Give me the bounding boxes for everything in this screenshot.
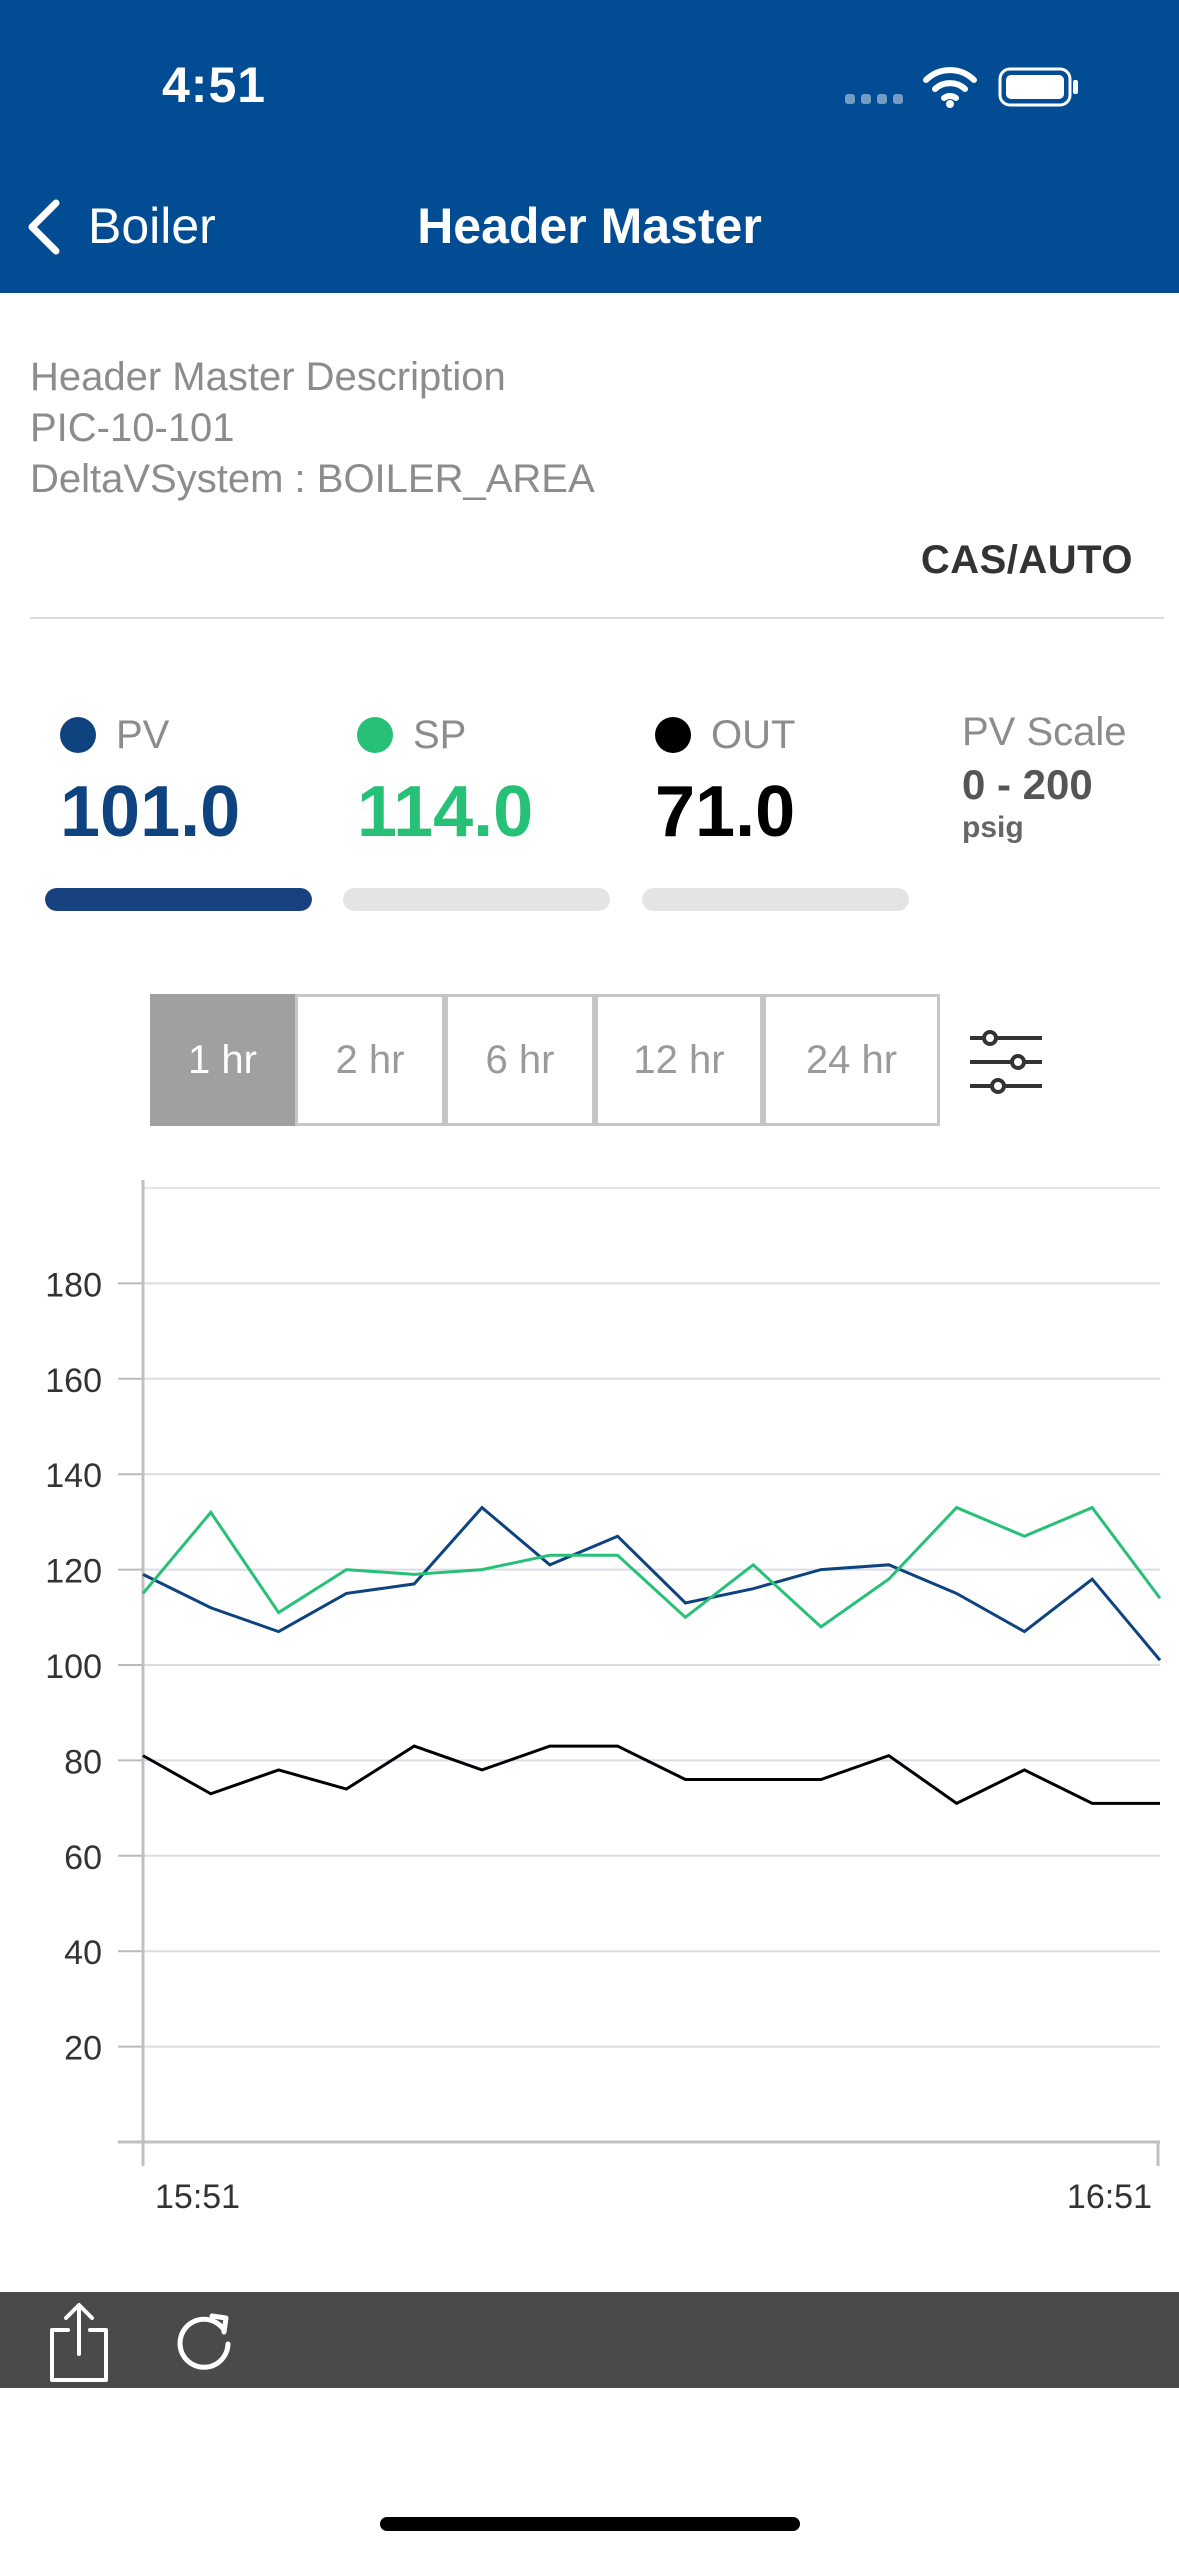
pv-label: PV: [116, 712, 170, 757]
pv-scale-range: 0 - 200: [962, 761, 1093, 808]
bottom-toolbar: [0, 2292, 1179, 2388]
page-title: Header Master: [417, 198, 762, 254]
out-dot-icon: [655, 717, 691, 753]
sp-label: SP: [413, 712, 467, 757]
divider: [30, 617, 1164, 619]
pv-dot-icon: [60, 717, 96, 753]
pv-scale-unit: psig: [962, 811, 1024, 844]
y-tick-label: 40: [64, 1934, 102, 1972]
pv-scale: PV Scale 0 - 200 psig: [962, 710, 1127, 845]
refresh-icon[interactable]: [172, 2308, 236, 2372]
chevron-left-icon[interactable]: [24, 197, 64, 257]
range-12hr-button[interactable]: 12 hr: [595, 994, 763, 1126]
out-label: OUT: [711, 712, 796, 757]
module-tag: PIC-10-101: [30, 406, 235, 450]
out-value: 71.0: [655, 772, 796, 852]
wifi-icon: [923, 67, 977, 108]
sp-selector-bar[interactable]: [343, 888, 610, 911]
sp-metric[interactable]: SP 114.0: [357, 705, 533, 853]
y-tick-label: 20: [64, 2030, 102, 2068]
home-indicator: [380, 2517, 800, 2531]
y-tick-label: 180: [45, 1266, 102, 1304]
pv-scale-title: PV Scale: [962, 710, 1127, 754]
pv-value: 101.0: [60, 772, 241, 852]
range-24hr-button[interactable]: 24 hr: [763, 994, 940, 1126]
module-description: Header Master Description: [30, 355, 506, 399]
app-header: 4:51 Boiler Header Master: [0, 0, 1179, 293]
y-tick-label: 80: [64, 1743, 102, 1781]
back-label[interactable]: Boiler: [88, 198, 216, 254]
battery-icon: [998, 67, 1078, 107]
y-tick-label: 140: [45, 1457, 102, 1495]
range-1hr-button[interactable]: 1 hr: [150, 994, 295, 1126]
y-tick-label: 100: [45, 1648, 102, 1686]
x-tick-label-end: 16:51: [1067, 2178, 1152, 2216]
mode-label[interactable]: CAS/AUTO: [920, 538, 1133, 582]
y-tick-label: 60: [64, 1839, 102, 1877]
range-6hr-button[interactable]: 6 hr: [445, 994, 595, 1126]
out-metric[interactable]: OUT 71.0: [655, 705, 795, 853]
status-time: 4:51: [162, 57, 267, 113]
pv-selector-bar[interactable]: [45, 888, 312, 911]
module-info: Header Master Description PIC-10-101 Del…: [30, 352, 595, 505]
module-system: DeltaVSystem : BOILER_AREA: [30, 457, 595, 501]
series-line-sp: [141, 1505, 1162, 1629]
trend-chart[interactable]: 20 40 60 80 100 120 140 160 180 15:51 16:51: [0, 1170, 1179, 2250]
series-line-pv: [142, 1505, 1162, 1662]
y-tick-label: 160: [45, 1362, 102, 1400]
x-tick-label-start: 15:51: [155, 2178, 240, 2216]
cellular-signal-icon: [845, 94, 905, 108]
share-icon[interactable]: [46, 2300, 112, 2384]
range-2hr-button[interactable]: 2 hr: [295, 994, 445, 1126]
out-selector-bar[interactable]: [642, 888, 909, 911]
pv-metric[interactable]: PV 101.0: [60, 705, 240, 853]
series-line-out: [142, 1744, 1160, 1806]
sp-value: 114.0: [357, 772, 534, 852]
y-tick-label: 120: [45, 1553, 102, 1591]
sp-dot-icon: [357, 717, 393, 753]
sliders-icon[interactable]: [968, 1030, 1044, 1094]
